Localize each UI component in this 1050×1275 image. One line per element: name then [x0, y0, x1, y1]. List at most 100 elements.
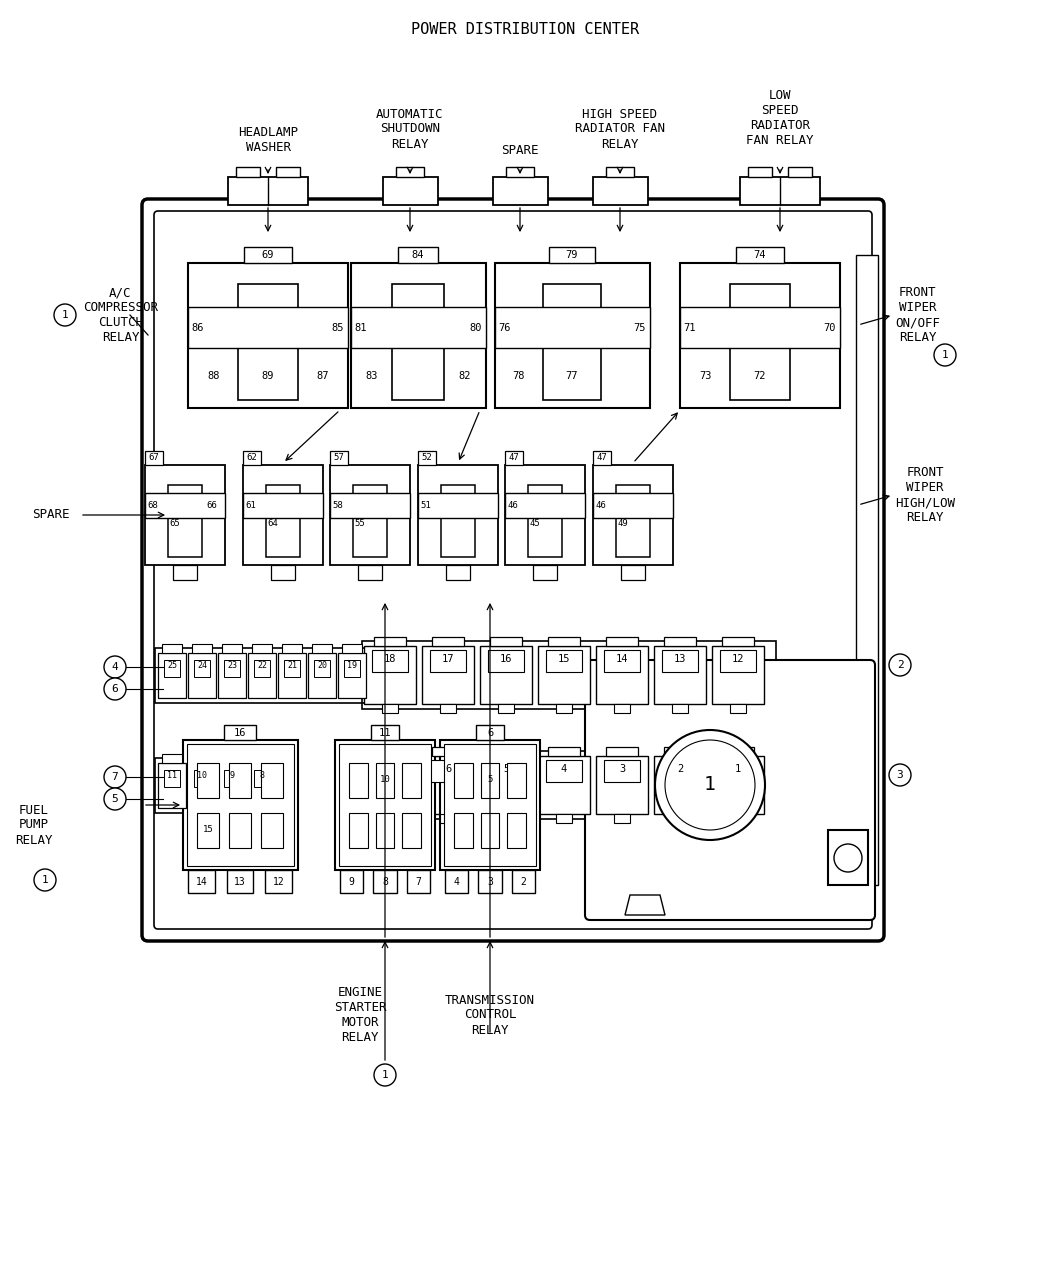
Text: FUEL
PUMP
RELAY: FUEL PUMP RELAY [15, 803, 53, 847]
Bar [396, 167, 424, 177]
Text: 69: 69 [261, 250, 274, 260]
Bar [330, 492, 410, 518]
Bar [440, 704, 456, 713]
Text: 45: 45 [529, 519, 541, 528]
Bar [218, 653, 246, 697]
Bar [712, 646, 764, 704]
Bar [740, 177, 820, 205]
Bar [224, 660, 240, 677]
Text: 79: 79 [566, 250, 579, 260]
Bar [593, 451, 611, 465]
Text: 1: 1 [381, 1070, 388, 1080]
Bar [402, 812, 421, 848]
Bar [162, 754, 182, 762]
Bar [252, 754, 272, 762]
Bar [429, 650, 466, 672]
Bar [672, 704, 688, 713]
Text: 14: 14 [195, 877, 208, 886]
Text: 73: 73 [699, 371, 712, 381]
Bar [188, 307, 348, 348]
Bar [433, 638, 464, 646]
Bar [418, 492, 498, 518]
Bar [481, 762, 500, 797]
Text: 57: 57 [334, 454, 344, 463]
Text: 8: 8 [382, 877, 387, 886]
Bar [446, 565, 469, 580]
Text: 6: 6 [445, 764, 452, 774]
Text: 7: 7 [111, 771, 119, 782]
Text: 47: 47 [596, 454, 607, 463]
Bar [243, 492, 323, 518]
Bar [507, 762, 526, 797]
Bar [351, 307, 485, 348]
Text: 12: 12 [272, 877, 285, 886]
Bar [596, 646, 648, 704]
Bar [654, 646, 706, 704]
Bar [376, 762, 395, 797]
Text: 52: 52 [422, 454, 433, 463]
Bar [730, 813, 746, 822]
Bar [736, 246, 784, 263]
Bar [382, 177, 438, 205]
Bar [278, 653, 306, 697]
Circle shape [374, 1065, 396, 1086]
Bar [662, 650, 698, 672]
Bar [720, 650, 756, 672]
Bar [224, 770, 240, 787]
Bar [596, 756, 648, 813]
Text: 24: 24 [197, 660, 207, 669]
Bar [340, 870, 363, 894]
Circle shape [104, 766, 126, 788]
Bar [252, 644, 272, 653]
Bar [254, 770, 271, 787]
Text: 71: 71 [684, 323, 696, 333]
Bar [372, 760, 408, 782]
Text: 4: 4 [561, 764, 567, 774]
Bar [592, 177, 648, 205]
Bar [248, 653, 276, 697]
Text: SPARE: SPARE [32, 509, 69, 521]
Circle shape [104, 678, 126, 700]
Bar [672, 813, 688, 822]
Text: 76: 76 [499, 323, 510, 333]
Bar [479, 870, 502, 894]
Bar [480, 756, 532, 813]
Bar [490, 638, 522, 646]
Bar [351, 263, 485, 408]
Bar [422, 646, 474, 704]
Bar [418, 451, 436, 465]
Text: 4: 4 [454, 877, 460, 886]
Text: 80: 80 [469, 323, 482, 333]
Bar [343, 660, 360, 677]
Text: 9: 9 [349, 877, 355, 886]
Text: 49: 49 [617, 519, 628, 528]
Text: 84: 84 [412, 250, 424, 260]
Bar [224, 725, 256, 739]
Bar [828, 830, 868, 885]
Bar [349, 812, 368, 848]
Text: 2: 2 [521, 877, 526, 886]
Bar [376, 812, 395, 848]
Text: TRANSMISSION
CONTROL
RELAY: TRANSMISSION CONTROL RELAY [445, 993, 536, 1037]
Text: 1: 1 [735, 764, 741, 774]
Bar [495, 263, 650, 408]
Bar [228, 177, 308, 205]
Circle shape [834, 844, 862, 872]
Bar [616, 484, 650, 557]
Bar [454, 762, 473, 797]
Bar [371, 725, 399, 739]
Bar [188, 870, 215, 894]
Bar [358, 565, 382, 580]
Text: 61: 61 [246, 501, 256, 510]
Circle shape [934, 344, 956, 366]
Bar [372, 650, 408, 672]
Text: 1: 1 [62, 310, 68, 320]
Bar [433, 747, 464, 756]
Bar [788, 167, 812, 177]
Text: 47: 47 [508, 454, 520, 463]
Text: 21: 21 [287, 660, 297, 669]
Bar [164, 660, 181, 677]
Bar [244, 246, 292, 263]
Text: 6: 6 [487, 728, 494, 737]
Bar [402, 762, 421, 797]
